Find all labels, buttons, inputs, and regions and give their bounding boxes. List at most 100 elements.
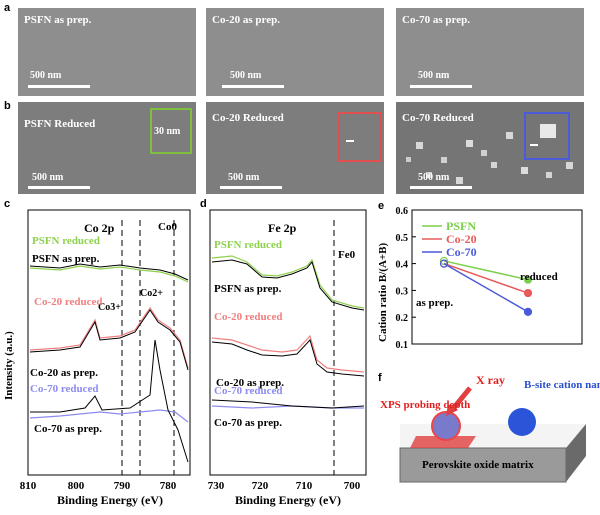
sem-label: PSFN Reduced (24, 118, 96, 130)
sem-label: Co-20 Reduced (212, 112, 284, 124)
x-tick: 730 (208, 480, 225, 492)
probing-label: XPS probing depth (380, 399, 470, 411)
x-tick: 700 (344, 480, 361, 492)
sem-label: PSFN as prep. (24, 14, 92, 26)
panel-label-a: a (4, 2, 11, 14)
matrix-label: Perovskite oxide matrix (422, 459, 534, 471)
xray-arrow-head (446, 404, 458, 416)
scale-bar-label: 500 nm (30, 70, 62, 81)
x-tick: 810 (20, 480, 37, 492)
sem-image-psfn-reduced: PSFN Reduced 30 nm 500 nm (18, 102, 196, 194)
annot-asprep: as prep. (416, 297, 453, 309)
plot-title: Fe 2p (268, 221, 297, 235)
series-lines (439, 256, 533, 316)
xps-fe2p-plot: Fe 2p Fe0 PSFN reduced PSFN as prep. Co-… (208, 209, 367, 507)
scale-bar (222, 85, 284, 88)
co2-annotation: Co2+ (140, 288, 163, 299)
label-psfn-asprep: PSFN as prep. (214, 283, 282, 295)
plot-frame (209, 209, 367, 476)
scale-bar (410, 85, 472, 88)
series-line-co-70 (443, 262, 529, 313)
y-tick-label: 0.1 (396, 340, 409, 351)
panel-label-b: b (4, 100, 11, 112)
x-tick: 790 (114, 480, 131, 492)
legend-label: Co-20 (446, 232, 477, 246)
label-co70-asprep: Co-70 as prep. (214, 417, 282, 429)
trace-co20-reduced (211, 334, 365, 373)
nanoparticle (508, 408, 536, 436)
probing-depth (410, 436, 476, 448)
series-line-co-20 (443, 262, 529, 294)
trace-co20-reduced (29, 306, 189, 369)
x-tick: 720 (252, 480, 269, 492)
legend-label: Co-70 (446, 245, 477, 259)
cation-label: B-site cation nanoparticle (524, 379, 600, 391)
y-tick-label: 0.4 (396, 260, 409, 271)
y-axis-label: Intensity (a.u.) (3, 331, 15, 400)
x-tick: 780 (160, 480, 177, 492)
x-tick: 800 (68, 480, 85, 492)
plot-title: Co 2p (84, 221, 115, 235)
label-co20-asprep: Co-20 as prep. (216, 377, 284, 389)
panel-label-e: e (378, 200, 385, 212)
trace-co70-asprep (211, 399, 365, 409)
x-axis-label: Binding Energy (eV) (235, 493, 341, 507)
label-psfn-asprep: PSFN as prep. (32, 253, 100, 265)
fe0-annotation: Fe0 (338, 249, 356, 261)
trace-psfn-asprep (211, 259, 365, 311)
inset-scale-label: 30 nm (154, 126, 181, 137)
label-co70-reduced: Co-70 reduced (30, 383, 99, 395)
label-co20-reduced: Co-20 reduced (214, 311, 283, 323)
scale-bar (28, 85, 90, 88)
legend-label: PSFN (446, 219, 476, 233)
scale-bar (410, 186, 472, 189)
data-point-co-70 (439, 259, 449, 268)
label-co20-reduced: Co-20 reduced (34, 296, 103, 308)
co0-annotation: Co0 (158, 221, 177, 233)
xps-co2p-plot: Co 2p Intensity (a.u.) Co0 Co3+ Co2+ PSF… (3, 209, 191, 507)
trace-co70-reduced (29, 409, 189, 423)
trace-co70-asprep (30, 339, 189, 463)
xps-schematic: X ray XPS probing depth B-site cation na… (380, 373, 600, 483)
annot-reduced: reduced (520, 271, 558, 283)
plot-frame (27, 209, 191, 476)
scale-bar-label: 500 nm (418, 172, 450, 183)
inset-particle (540, 124, 556, 138)
y-tick-label: 0.2 (396, 313, 409, 324)
scale-bar (220, 186, 282, 189)
inset-box (338, 112, 382, 162)
data-point-psfn (523, 275, 533, 284)
y-tick-label: 0.5 (396, 233, 409, 244)
label-co20-asprep: Co-20 as prep. (30, 367, 98, 379)
co3-annotation: Co3+ (98, 302, 121, 313)
data-point-co-70 (523, 307, 533, 316)
sem-image-co20-asprep: Co-20 as prep. 500 nm (206, 8, 384, 96)
xray-arrow (450, 386, 472, 412)
sem-label: Co-20 as prep. (212, 14, 280, 26)
trace-co20-asprep (211, 339, 365, 377)
xray-label: X ray (476, 373, 505, 387)
label-psfn-reduced: PSFN reduced (214, 239, 282, 251)
nanoparticle-probed (431, 411, 461, 441)
matrix-side (566, 424, 586, 482)
sem-image-psfn-asprep: PSFN as prep. 500 nm (18, 8, 196, 96)
panel-label-c: c (4, 198, 11, 210)
series-line-psfn (443, 260, 529, 281)
y-ticks: 0.1 0.2 0.3 0.4 0.5 0.6 (396, 206, 416, 351)
inset-box (524, 112, 570, 160)
label-psfn-reduced: PSFN reduced (32, 235, 100, 247)
x-axis-label: Binding Energy (eV) (57, 493, 163, 507)
data-point-co-20 (523, 288, 533, 298)
trace-psfn-reduced (29, 265, 189, 283)
label-co70-reduced: Co-70 reduced (214, 385, 283, 397)
sem-image-co70-reduced: Co-70 Reduced 500 nm (396, 102, 584, 194)
sem-image-co70-asprep: Co-70 as prep. 500 nm (396, 8, 584, 96)
sem-image-co20-reduced: Co-20 Reduced 500 nm (206, 102, 384, 194)
trace-psfn-reduced (211, 255, 365, 309)
panel-label-f: f (378, 372, 382, 384)
y-tick-label: 0.3 (396, 286, 409, 297)
particle-texture (406, 132, 573, 184)
cation-ratio-chart: Cation ratio B/(A+B) 0.10.20.30.40.50.6 … (377, 206, 583, 351)
x-tick: 710 (296, 480, 313, 492)
